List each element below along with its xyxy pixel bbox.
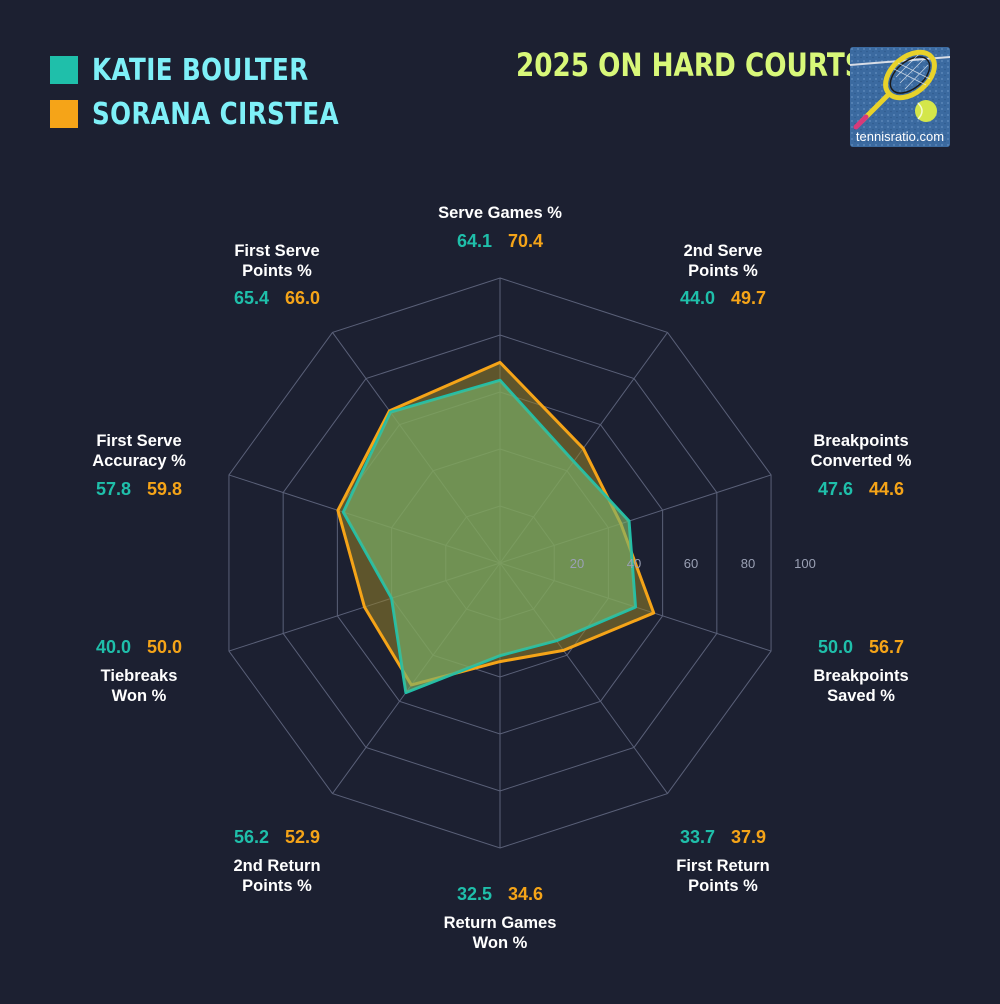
value-label-cirstea: 59.8 [147, 479, 182, 499]
value-label-boulter: 32.5 [457, 884, 492, 904]
value-label-cirstea: 70.4 [508, 231, 543, 251]
value-label-cirstea: 34.6 [508, 884, 543, 904]
value-label-cirstea: 52.9 [285, 827, 320, 847]
chart-title: 2025 ON HARD COURTS [516, 46, 864, 84]
axis-label: Serve Games % [438, 204, 562, 222]
axis-label: Won % [112, 687, 167, 705]
logo-text: tennisratio.com [855, 129, 945, 144]
tennisratio-logo[interactable]: tennisratio.com [850, 47, 950, 147]
value-label-cirstea: 37.9 [731, 827, 766, 847]
axis-label: Saved % [827, 687, 895, 705]
axis-label: Points % [242, 262, 312, 280]
axis-label: Return Games [444, 914, 557, 932]
value-label-boulter: 65.4 [234, 288, 269, 308]
legend: KATIE BOULTER SORANA CIRSTEA [50, 48, 393, 136]
tick-label: 60 [684, 556, 698, 571]
axis-label: 2nd Serve [684, 242, 763, 260]
tennis-racket-ball-icon [850, 47, 950, 147]
legend-swatch-boulter [50, 56, 78, 84]
series-overlay-boulter [343, 380, 636, 693]
value-label-boulter: 40.0 [96, 637, 131, 657]
axis-label: Points % [688, 262, 758, 280]
tick-label: 80 [741, 556, 755, 571]
tick-label: 20 [570, 556, 584, 571]
value-label-boulter: 57.8 [96, 479, 131, 499]
value-label-boulter: 33.7 [680, 827, 715, 847]
value-label-boulter: 56.2 [234, 827, 269, 847]
legend-swatch-cirstea [50, 100, 78, 128]
axis-label: 2nd Return [233, 857, 320, 875]
value-label-cirstea: 49.7 [731, 288, 766, 308]
axis-label: First Return [676, 857, 770, 875]
axis-label: Tiebreaks [101, 667, 178, 685]
legend-label-cirstea: SORANA CIRSTEA [92, 96, 340, 132]
value-label-cirstea: 56.7 [869, 637, 904, 657]
axis-label: Won % [473, 934, 528, 952]
legend-label-boulter: KATIE BOULTER [92, 52, 309, 88]
value-label-cirstea: 66.0 [285, 288, 320, 308]
value-label-boulter: 47.6 [818, 479, 853, 499]
legend-item-boulter: KATIE BOULTER [50, 48, 393, 92]
axis-label: First Serve [234, 242, 319, 260]
series-area-boulter [341, 378, 638, 695]
radar-labels: Serve Games % 64.1 70.4 2nd Serve Points % 44… [92, 204, 912, 952]
value-label-cirstea: 44.6 [869, 479, 904, 499]
value-label-boulter: 50.0 [818, 637, 853, 657]
axis-label: Points % [242, 877, 312, 895]
axis-label: Points % [688, 877, 758, 895]
tick-label: 40 [627, 556, 641, 571]
axis-label: Converted % [811, 452, 912, 470]
radar-series [336, 360, 656, 695]
tick-label: 100 [794, 556, 816, 571]
axis-label: Breakpoints [813, 667, 908, 685]
value-label-cirstea: 50.0 [147, 637, 182, 657]
legend-item-cirstea: SORANA CIRSTEA [50, 92, 393, 136]
value-label-boulter: 44.0 [680, 288, 715, 308]
axis-label: Breakpoints [813, 432, 908, 450]
axis-label: Accuracy % [92, 452, 186, 470]
value-label-boulter: 64.1 [457, 231, 492, 251]
axis-label: First Serve [96, 432, 181, 450]
radar-ticks: 20 40 60 80 100 [570, 556, 816, 571]
